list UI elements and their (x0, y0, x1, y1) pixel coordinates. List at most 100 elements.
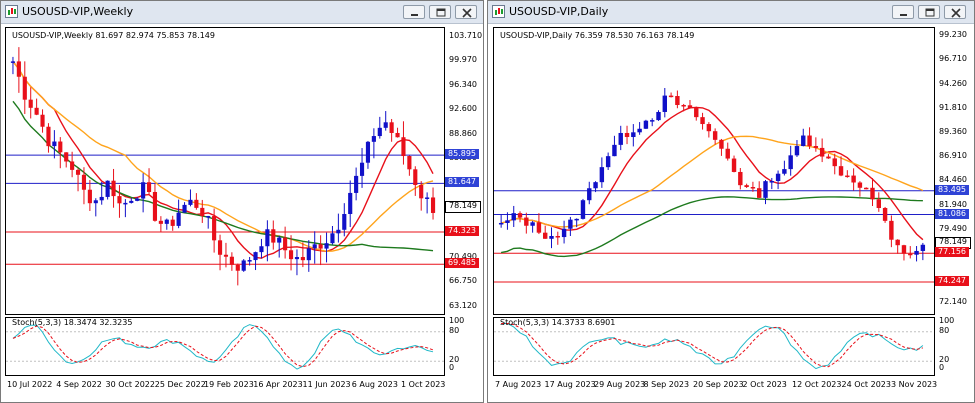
candle-body (637, 128, 642, 133)
candle-body (782, 169, 787, 174)
candle-body (223, 254, 229, 257)
weekly-stoch-scale: 100 80 20 0 (445, 316, 483, 376)
time-tick-label: 19 Feb 2023 (204, 380, 254, 389)
candle-body (731, 158, 737, 172)
candle-body (650, 120, 655, 122)
candle-body (288, 250, 294, 260)
daily-title-bar[interactable]: USOUSD-VIP,Daily (488, 1, 974, 24)
time-tick-label: 3 Nov 2023 (891, 380, 938, 389)
candle-body (700, 117, 705, 125)
candle-body (555, 236, 560, 238)
daily-price-panel[interactable]: USOUSD-VIP,Daily 76.359 78.530 76.163 78… (493, 27, 935, 315)
daily-stoch-panel[interactable]: Stoch(5,3,3) 14.3733 8.6901 (493, 317, 935, 376)
candle-body (277, 237, 282, 243)
candle-body (675, 96, 680, 106)
candle-body (22, 76, 27, 100)
stoch-signal-line (501, 323, 924, 368)
candle-body (389, 122, 394, 133)
stoch-main-line (501, 323, 924, 370)
candle-body (587, 188, 592, 201)
candle-body (845, 175, 850, 178)
candle-body (229, 256, 234, 265)
candle-body (599, 167, 605, 183)
candle-body (182, 204, 187, 213)
candle-body (530, 222, 535, 226)
price-level-badge: 81.086 (935, 208, 969, 219)
weekly-title-bar[interactable]: USOUSD-VIP,Weekly (1, 1, 483, 24)
candle-body (832, 158, 837, 167)
weekly-stoch-lines (6, 324, 444, 370)
moving-average-line (12, 60, 434, 253)
candle-body (605, 156, 611, 168)
price-tick-label: 96.710 (939, 54, 967, 64)
price-tick-label: 72.140 (939, 296, 967, 306)
price-tick-label: 86.910 (939, 151, 967, 161)
candle-body (16, 61, 21, 77)
candle-body (135, 198, 140, 201)
candle-body (889, 220, 894, 240)
candle-body (170, 219, 175, 226)
candle-body (87, 189, 92, 204)
time-tick-label: 17 Aug 2023 (544, 380, 596, 389)
candle-body (354, 175, 359, 193)
candle-body (99, 196, 104, 201)
close-button[interactable] (455, 5, 477, 19)
candle-body (342, 214, 347, 230)
weekly-price-panel[interactable]: USOUSD-VIP,Weekly 81.697 82.974 75.853 7… (5, 27, 445, 315)
maximize-button[interactable] (429, 5, 451, 19)
price-tick-label: 66.750 (449, 276, 477, 286)
price-tick-label: 84.460 (939, 175, 967, 185)
candle-body (876, 199, 881, 209)
candle-body (706, 124, 712, 132)
stoch-tick-label: 100 (939, 316, 955, 325)
time-tick-label: 11 Jun 2023 (302, 380, 351, 389)
weekly-price-scale: 103.71099.97096.34092.60088.86085.23081.… (445, 27, 483, 315)
candle-body (401, 137, 406, 157)
stoch-tick-label: 0 (449, 363, 455, 372)
candle-body (111, 180, 116, 197)
candle-body (300, 257, 305, 261)
minimize-button[interactable] (892, 5, 914, 19)
candle-body (348, 192, 353, 215)
time-tick-label: 2 Oct 2023 (742, 380, 787, 389)
price-tick-label: 91.810 (939, 102, 967, 112)
price-tick-label: 96.340 (449, 79, 477, 89)
candle-body (365, 141, 371, 163)
weekly-chart-window[interactable]: USOUSD-VIP,Weekly USOUSD-VIP,Weekly 81.6… (0, 0, 484, 403)
candle-body (58, 141, 63, 153)
candle-body (757, 188, 762, 198)
candle-body (807, 135, 812, 147)
close-button[interactable] (944, 5, 966, 19)
weekly-time-axis: 10 Jul 2022 4 Sep 2022 30 Oct 2022 25 Dec 2… (5, 377, 445, 397)
weekly-stoch-panel[interactable]: Stoch(5,3,3) 18.3474 32.3235 (5, 317, 445, 376)
candle-body (194, 199, 199, 208)
candle-body (914, 250, 919, 255)
candle-body (247, 260, 252, 262)
candle-body (70, 161, 75, 170)
candle-body (383, 122, 388, 128)
candle-body (395, 132, 400, 138)
daily-time-axis: 7 Aug 2023 17 Aug 2023 29 Aug 2023 8 Sep 20… (493, 377, 938, 397)
candle-body (882, 208, 888, 221)
candle-body (430, 197, 436, 213)
candle-body (407, 156, 412, 170)
candle-body (851, 175, 856, 183)
candle-body (75, 169, 81, 175)
candle-body (164, 219, 169, 224)
stoch-tick-label: 80 (939, 325, 950, 335)
candle-body (330, 233, 335, 244)
candle-body (568, 219, 573, 229)
price-tick-label: 92.600 (449, 104, 477, 114)
candle-body (725, 148, 730, 159)
time-tick-label: 4 Sep 2022 (56, 380, 102, 389)
candle-body (656, 111, 661, 121)
candle-body (123, 202, 128, 205)
time-tick-label: 7 Aug 2023 (495, 380, 542, 389)
candle-body (318, 244, 323, 249)
minimize-button[interactable] (403, 5, 425, 19)
price-tick-label: 99.970 (449, 55, 477, 65)
maximize-button[interactable] (918, 5, 940, 19)
daily-chart-window[interactable]: USOUSD-VIP,Daily USOUSD-VIP,Daily 76.359… (487, 0, 975, 403)
chart-window-icon (5, 5, 18, 18)
candle-body (152, 191, 158, 221)
